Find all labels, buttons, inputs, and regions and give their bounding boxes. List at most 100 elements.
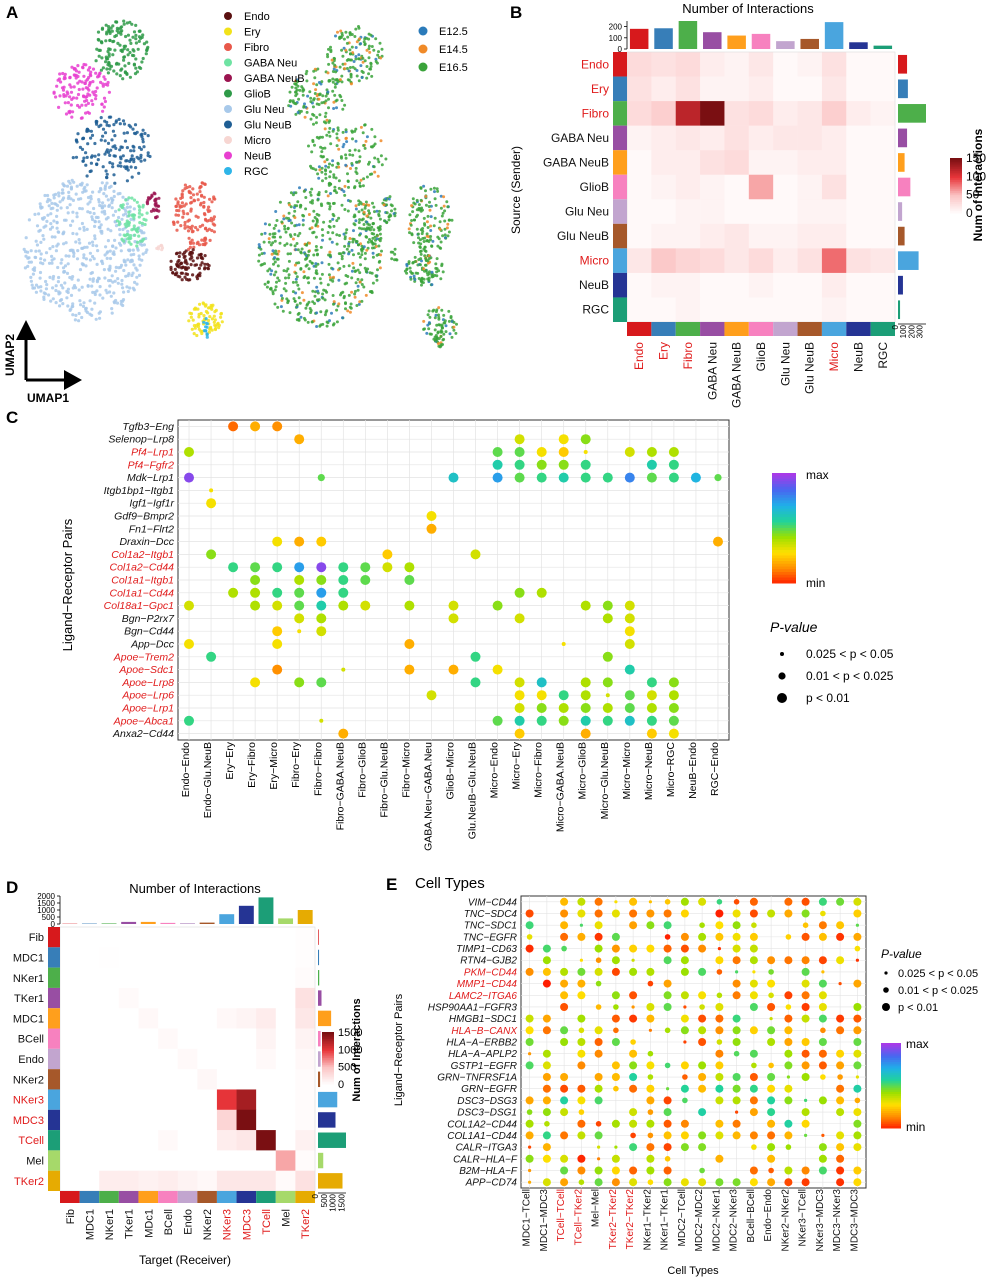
umap-stage-point — [328, 219, 332, 223]
umap-stage-point — [325, 133, 329, 137]
umap-point-neub — [69, 103, 73, 107]
dot-mdk-lrp1 — [714, 474, 722, 482]
umap-stage-point — [294, 277, 298, 281]
umap-point-glu-neu — [85, 310, 90, 315]
dot-vim-cd44 — [801, 897, 810, 906]
color-legend-step — [881, 1089, 901, 1093]
heat-cell — [236, 1130, 257, 1151]
umap-stage-point — [363, 43, 367, 47]
umap-stage-point — [429, 229, 433, 232]
heat-cell — [797, 272, 823, 298]
umap-stage-point — [443, 209, 447, 213]
legend-gradient-step — [950, 192, 962, 196]
umap-stage-point — [277, 249, 281, 253]
row-group-strip — [48, 1008, 60, 1029]
heat-cell — [870, 150, 896, 176]
side-bar-mel — [318, 1152, 324, 1169]
umap-stage-point — [361, 184, 365, 188]
umap-stage-point — [325, 324, 329, 328]
dot-hla-a-erbb2 — [525, 1038, 534, 1046]
row-label-mdc1: MDC1 — [13, 1013, 44, 1025]
umap-point-neub — [70, 65, 74, 69]
dot-dsc3-dsg3 — [594, 1096, 603, 1105]
heat-cell — [627, 52, 652, 77]
heat-cell — [870, 101, 896, 126]
umap-point-neub — [95, 86, 99, 90]
umap-point-glu-neu — [117, 215, 121, 220]
heat-cell — [118, 947, 139, 968]
umap-point-neub — [102, 75, 106, 79]
dot-hla-b-canx — [698, 1026, 707, 1035]
heat-cell — [295, 927, 316, 948]
umap-point-fibro — [186, 212, 190, 216]
color-legend-step — [881, 1064, 901, 1067]
umap-point-neub — [59, 80, 63, 84]
umap-point-glu-neu — [38, 202, 42, 206]
umap-point-glu-neu — [54, 249, 59, 253]
legend-gradient-step — [950, 198, 962, 201]
umap-point-neub — [94, 97, 98, 101]
dot-calr-hla-f — [715, 1154, 724, 1163]
heat-cell — [724, 52, 750, 77]
umap-stage-point — [326, 90, 330, 94]
umap-point-gliob — [108, 47, 112, 52]
umap-stage-point — [286, 267, 290, 271]
umap-stage-point — [329, 50, 333, 54]
umap-stage-point — [351, 153, 355, 157]
umap-point-gliob — [119, 32, 123, 36]
umap-point-fibro — [210, 219, 214, 223]
umap-point-glu-neu — [100, 181, 104, 185]
dot-col1a2-cd44 — [629, 1119, 638, 1128]
dot-lamc2-itga6 — [611, 991, 620, 1000]
umap-point-glu-neu — [74, 313, 78, 317]
umap-stage-point — [423, 236, 427, 240]
umap-stage-point — [342, 264, 346, 268]
umap2-label: UMAP2 — [3, 334, 17, 376]
color-legend-step — [772, 572, 796, 576]
umap-stage-point — [349, 167, 352, 170]
umap-point-glu-neub — [103, 152, 107, 156]
umap-stage-point — [343, 62, 347, 66]
umap-point-neub — [72, 66, 76, 71]
row-group-strip — [613, 174, 627, 200]
umap-stage-point — [384, 157, 388, 161]
umap-point-gaba-neub — [152, 191, 156, 195]
dot-mdk-lrp1 — [492, 472, 503, 483]
umap-stage-point — [357, 302, 361, 306]
umap-stage-point — [293, 82, 297, 86]
color-legend-step — [881, 1062, 901, 1065]
umap-stage-point — [302, 189, 306, 193]
umap-point-ery — [197, 312, 201, 316]
umap-stage-point — [301, 223, 305, 227]
umap-stage-point — [342, 142, 346, 146]
dot-vim-cd44 — [577, 897, 586, 906]
heat-cell — [700, 101, 725, 126]
umap-stage-point — [359, 178, 363, 182]
legend-title: Num of Interactions — [971, 128, 985, 241]
dot-col1a1-cd44 — [853, 1131, 862, 1140]
umap-point-glu-neu — [63, 270, 67, 274]
umap-stage-point — [428, 200, 431, 204]
dot-grn-egfr — [784, 1084, 793, 1093]
umap-stage-point — [403, 269, 407, 273]
umap-stage-point — [333, 85, 337, 89]
umap-point-fibro — [200, 194, 204, 198]
umap-point-glu-neu — [74, 240, 78, 244]
umap-point-glu-neu — [93, 234, 97, 238]
umap-point-glu-neub — [135, 130, 139, 134]
stage-swatch-e16-5 — [418, 62, 428, 72]
umap-point-fibro — [207, 205, 211, 209]
umap-point-glu-neu — [45, 219, 49, 223]
umap-stage-point — [259, 247, 263, 251]
umap-stage-point — [335, 78, 339, 82]
legend-label-glu-neu: Glu Neu — [244, 104, 284, 116]
umap-stage-point — [353, 270, 357, 273]
panel-e-dotplot: VIM−CD44TNC−SDC4TNC−SDC1TNC−EGFRTIMP1−CD… — [428, 895, 867, 1252]
dot-mmp1-cd44 — [818, 979, 827, 988]
heat-cell — [60, 1008, 80, 1029]
umap-point-gliob — [134, 41, 138, 45]
dot-grn-egfr — [749, 1084, 758, 1093]
umap-point-gliob — [140, 60, 144, 64]
dot-col1a1-cd44 — [542, 1131, 551, 1140]
